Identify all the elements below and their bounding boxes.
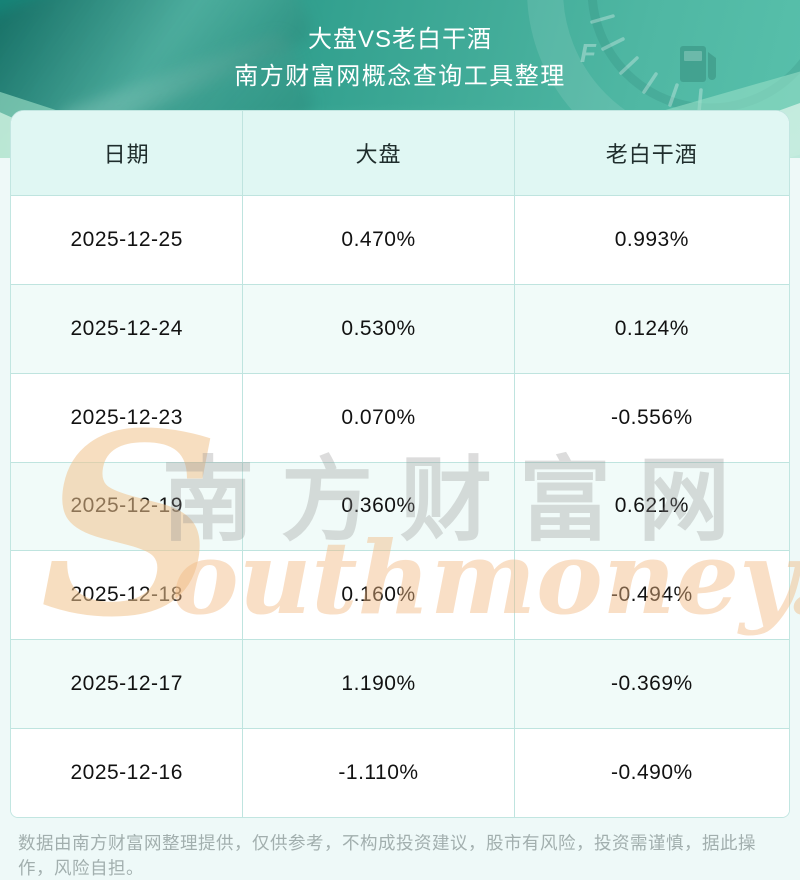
market-value: 0.360% [341, 494, 416, 518]
table-row: 2025-12-17 1.190% -0.369% [11, 639, 789, 729]
date-cell: 2025-12-24 [11, 284, 244, 373]
date-value: 2025-12-18 [70, 583, 183, 607]
market-value-cell: 0.360% [243, 462, 515, 551]
market-value: 0.470% [341, 227, 416, 251]
date-value: 2025-12-24 [70, 316, 183, 340]
page-subtitle: 南方财富网概念查询工具整理 [234, 63, 566, 90]
market-value: 1.190% [341, 672, 416, 696]
stock-value: 0.993% [614, 227, 689, 251]
page-title: 大盘VS老白干酒 [307, 26, 492, 53]
date-value: 2025-12-19 [70, 494, 183, 518]
comparison-table: 日期 大盘 老白干酒 2025-12-25 0.470% 0.993% 2025… [10, 110, 790, 818]
market-value-cell: 0.070% [243, 373, 515, 462]
date-cell: 2025-12-18 [11, 551, 244, 640]
svg-text:F: F [580, 38, 597, 68]
stock-value: -0.369% [610, 672, 693, 696]
stock-value: -0.490% [610, 761, 693, 785]
market-value: 0.070% [341, 405, 416, 429]
market-value: 0.160% [341, 583, 416, 607]
date-cell: 2025-12-16 [11, 729, 244, 817]
market-value-cell: 0.470% [243, 196, 515, 284]
date-value: 2025-12-23 [70, 405, 183, 429]
market-value-cell: -1.110% [243, 729, 515, 817]
table-row: 2025-12-25 0.470% 0.993% [11, 195, 789, 284]
date-cell: 2025-12-17 [11, 640, 244, 729]
stock-value: -0.494% [610, 583, 693, 607]
table-row: 2025-12-19 0.360% 0.621% [11, 461, 789, 551]
table-header-row: 日期 大盘 老白干酒 [11, 111, 789, 195]
column-header-market-label: 大盘 [355, 142, 402, 167]
stock-value-cell: -0.556% [515, 374, 789, 462]
date-value: 2025-12-16 [70, 761, 183, 785]
stock-value-cell: -0.494% [515, 551, 789, 639]
stock-value: 0.621% [614, 494, 689, 518]
market-value-cell: 0.530% [243, 284, 515, 373]
date-value: 2025-12-17 [70, 672, 183, 696]
column-header-date: 日期 [11, 111, 244, 195]
stock-value-cell: 0.124% [515, 285, 789, 373]
column-header-date-label: 日期 [103, 142, 150, 167]
stock-value-cell: -0.369% [515, 640, 789, 728]
date-cell: 2025-12-25 [11, 196, 244, 284]
disclaimer-text: 数据由南方财富网整理提供，仅供参考，不构成投资建议，股市有风险，投资需谨慎，据此… [18, 833, 756, 878]
date-cell: 2025-12-19 [11, 462, 244, 551]
stock-value: 0.124% [614, 316, 689, 340]
table-row: 2025-12-18 0.160% -0.494% [11, 550, 789, 640]
column-header-stock: 老白干酒 [515, 111, 789, 195]
table-row: 2025-12-24 0.530% 0.124% [11, 283, 789, 373]
table-row: 2025-12-16 -1.110% -0.490% [11, 728, 789, 817]
column-header-market: 大盘 [243, 111, 515, 195]
stock-value: -0.556% [610, 405, 693, 429]
market-value: 0.530% [341, 316, 416, 340]
stock-value-cell: 0.993% [515, 196, 789, 284]
stock-value-cell: 0.621% [515, 463, 789, 551]
table-row: 2025-12-23 0.070% -0.556% [11, 372, 789, 462]
stock-value-cell: -0.490% [515, 729, 789, 817]
market-value-cell: 1.190% [243, 640, 515, 729]
column-header-stock-label: 老白干酒 [605, 142, 698, 167]
market-value: -1.110% [338, 761, 419, 785]
date-value: 2025-12-25 [70, 227, 183, 251]
date-cell: 2025-12-23 [11, 373, 244, 462]
market-value-cell: 0.160% [243, 551, 515, 640]
